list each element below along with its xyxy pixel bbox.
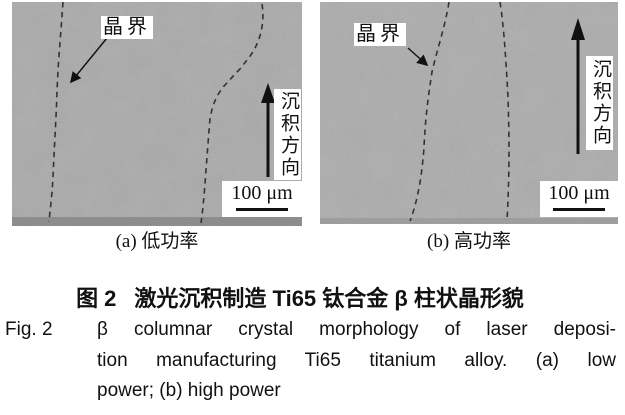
deposition-direction-label-b: 沉积方向 xyxy=(586,56,613,150)
grain-boundary-pointer-arrow-a xyxy=(69,37,108,84)
scale-bar-text-a: 100 μm xyxy=(231,182,293,204)
deposition-arrow-head-b xyxy=(571,18,585,40)
caption-english-line3: power; (b) high power xyxy=(97,380,281,401)
micrograph-b-bottom-band xyxy=(320,218,618,224)
caption-english-line1: β columnar crystal morphology of laser d… xyxy=(97,319,616,340)
micrograph-a-low-power: 晶界 沉积方向 100 μm xyxy=(12,2,302,226)
subcaption-a: (a) 低功率 xyxy=(115,231,199,252)
micrograph-a-canvas xyxy=(12,2,302,226)
grain-boundary-line-a1 xyxy=(48,2,64,223)
grain-boundary-line-b1 xyxy=(409,2,450,222)
deposition-direction-label-a: 沉积方向 xyxy=(274,89,301,180)
grain-boundary-label-a: 晶界 xyxy=(101,16,153,39)
caption-chinese-text: 激光沉积制造 Ti65 钛合金 β 柱状晶形貌 xyxy=(134,286,524,311)
caption-english-line2: tion manufacturing Ti65 titanium alloy. … xyxy=(97,349,616,371)
scale-bar-b: 100 μm xyxy=(540,181,618,217)
micrograph-a-bottom-band xyxy=(12,217,302,226)
caption-english: Fig. 2 β columnar crystal morphology of … xyxy=(4,315,616,407)
grain-boundary-pointer-arrow-b xyxy=(407,47,429,67)
scale-bar-a: 100 μm xyxy=(222,181,302,217)
subcaption-b: (b) 高功率 xyxy=(427,231,511,252)
grain-boundary-line-b2 xyxy=(499,2,510,222)
micrograph-b-high-power: 晶界 沉积方向 100 μm xyxy=(320,2,618,224)
grain-boundary-line-a2 xyxy=(200,3,264,224)
scale-bar-line-a xyxy=(236,208,288,211)
figure-number-zh: 图 2 xyxy=(76,286,117,311)
caption-english-lines: β columnar crystal morphology of laser d… xyxy=(97,315,616,407)
grain-boundary-label-b: 晶界 xyxy=(354,23,406,46)
figure-number-en: Fig. 2 xyxy=(5,319,53,340)
scale-bar-text-b: 100 μm xyxy=(548,182,610,204)
scale-bar-line-b xyxy=(553,208,605,211)
deposition-arrow-head-a xyxy=(261,83,275,103)
caption-chinese: 图 2 激光沉积制造 Ti65 钛合金 β 柱状晶形貌 xyxy=(0,281,600,313)
